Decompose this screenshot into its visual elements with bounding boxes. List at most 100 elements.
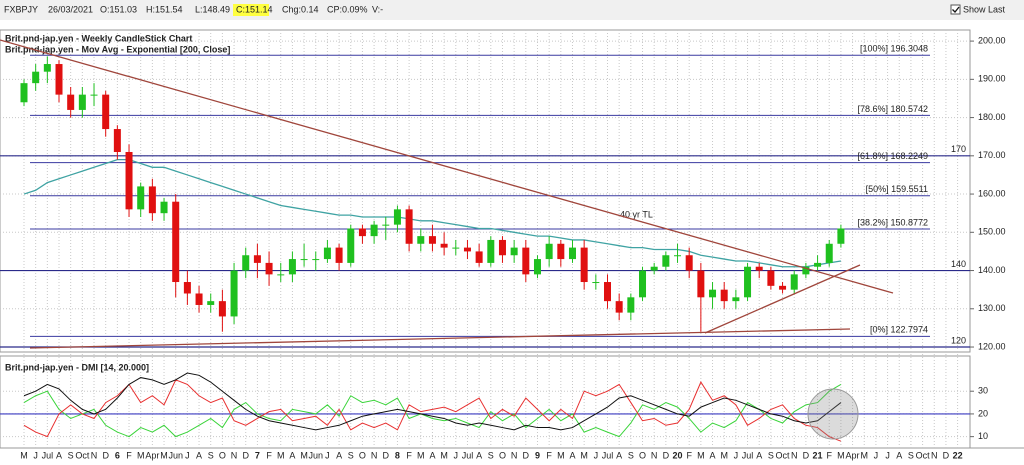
candle-body xyxy=(370,224,378,237)
candle-body xyxy=(242,255,250,271)
x-tick-label: A xyxy=(616,450,622,460)
candle-body xyxy=(463,247,471,252)
x-tick-label: N xyxy=(651,450,658,460)
candle-body xyxy=(20,83,28,103)
candle-body xyxy=(487,239,495,263)
x-tick-label: D xyxy=(383,450,390,460)
x-tick-label: S xyxy=(488,450,494,460)
candle-body xyxy=(125,151,133,210)
close-highlight xyxy=(233,4,269,16)
x-tick-label: O xyxy=(359,450,366,460)
x-tick-label: Jul xyxy=(602,450,614,460)
candle-body xyxy=(790,274,798,290)
candle-body xyxy=(627,297,635,313)
dmi-line xyxy=(23,379,842,442)
x-tick-label: S xyxy=(348,450,354,460)
candle-body xyxy=(545,243,553,260)
x-tick-label: D xyxy=(102,450,109,460)
x-tick-label: D xyxy=(523,450,530,460)
x-tick-label: F xyxy=(126,450,132,460)
candle-body xyxy=(43,64,51,72)
header-field: C:151.14 xyxy=(236,4,273,14)
x-tick-label: Apr xyxy=(846,450,860,460)
x-tick-label: J xyxy=(325,450,330,460)
candle-body xyxy=(498,239,506,256)
candle-body xyxy=(533,259,541,275)
candle-body xyxy=(78,94,86,110)
x-tick-label: A xyxy=(196,450,202,460)
x-tick-label: D xyxy=(943,450,950,460)
header-field: L:148.49 xyxy=(195,4,230,14)
x-tick-label: O xyxy=(639,450,646,460)
x-tick-label: J xyxy=(33,450,38,460)
x-tick-label: 6 xyxy=(115,450,120,460)
candle-body xyxy=(183,282,191,294)
dmi-line xyxy=(23,383,842,438)
candle-body xyxy=(207,301,215,305)
candle-body xyxy=(428,236,436,244)
x-tick-label: M xyxy=(440,450,448,460)
x-tick-label: A xyxy=(336,450,342,460)
candle-body xyxy=(662,255,670,267)
candle-body xyxy=(720,289,728,302)
x-tick-label: M xyxy=(837,450,845,460)
x-tick-label: J xyxy=(594,450,599,460)
header-field: V:- xyxy=(372,4,383,14)
x-tick-label: Apr xyxy=(145,450,159,460)
level-label: 170 xyxy=(951,144,966,154)
candle-body xyxy=(300,259,308,261)
x-tick-label: D xyxy=(242,450,249,460)
candle-body xyxy=(650,266,658,271)
x-tick-label: A xyxy=(56,450,62,460)
x-tick-label: J xyxy=(734,450,739,460)
x-tick-label: 7 xyxy=(255,450,260,460)
candle-body xyxy=(67,94,75,110)
x-tick-label: A xyxy=(756,450,762,460)
header-field: CP:0.09% xyxy=(327,4,368,14)
header-field: H:151.54 xyxy=(146,4,183,14)
y-tick-label: 190.00 xyxy=(978,74,1006,84)
candle-body xyxy=(522,247,530,275)
show-last-checkbox[interactable] xyxy=(950,4,961,15)
candle-body xyxy=(604,282,611,302)
show-last-label[interactable]: Show Last xyxy=(963,4,1006,14)
x-tick-label: O xyxy=(499,450,506,460)
x-tick-label: F xyxy=(826,450,832,460)
candle-body xyxy=(568,247,576,260)
x-tick-label: M xyxy=(557,450,565,460)
x-tick-label: N xyxy=(371,450,378,460)
fib-label: [61.8%] 168.2249 xyxy=(857,151,928,161)
x-tick-label: M xyxy=(277,450,285,460)
candle-body xyxy=(440,243,448,248)
x-tick-label: F xyxy=(266,450,272,460)
x-tick-label: F xyxy=(686,450,692,460)
x-tick-label: M xyxy=(720,450,728,460)
x-tick-label: Jul xyxy=(42,450,54,460)
x-tick-label: Jun xyxy=(308,450,323,460)
candle-body xyxy=(744,266,752,298)
candle-body xyxy=(802,266,810,275)
candle-body xyxy=(755,266,763,271)
x-tick-label: M xyxy=(860,450,868,460)
x-tick-label: A xyxy=(429,450,435,460)
x-tick-label: M xyxy=(160,450,168,460)
x-tick-label: A xyxy=(569,450,575,460)
candle-body xyxy=(709,289,717,298)
x-tick-label: 20 xyxy=(673,450,683,460)
x-tick-label: 22 xyxy=(953,450,963,460)
candle-body xyxy=(393,209,401,225)
candle-body xyxy=(814,262,822,267)
candle-body xyxy=(825,243,833,263)
chart-title: Brit.pnd-jap.yen - Weekly CandleStick Ch… xyxy=(5,33,192,43)
candle-body xyxy=(358,228,366,237)
x-tick-label: S xyxy=(908,450,914,460)
x-tick-label: Oct xyxy=(916,450,931,460)
x-tick-label: S xyxy=(768,450,774,460)
x-tick-label: M xyxy=(697,450,705,460)
candle-body xyxy=(137,186,145,210)
fib-label: [78.6%] 180.5742 xyxy=(857,104,928,114)
trendline-base xyxy=(29,328,851,349)
candle-body xyxy=(405,209,413,244)
annotation: 40 yr TL xyxy=(620,209,653,219)
